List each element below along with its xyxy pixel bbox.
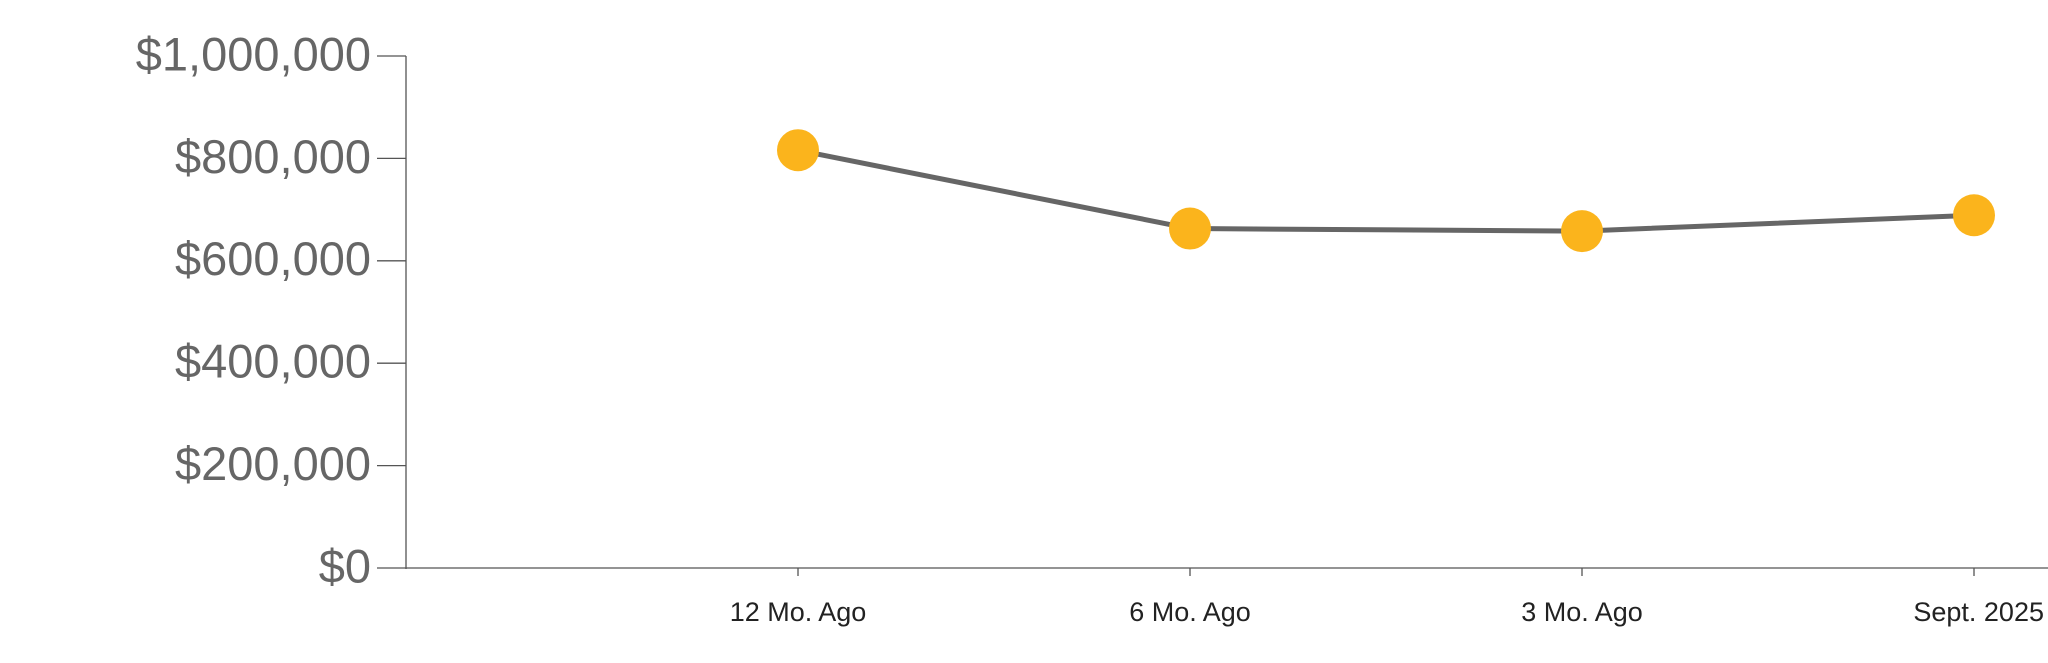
y-tick-label: $1,000,000 xyxy=(136,27,371,80)
x-tick-label: 6 Mo. Ago xyxy=(1129,597,1251,627)
x-tick-label: 3 Mo. Ago xyxy=(1521,597,1643,627)
marker xyxy=(1953,194,1995,237)
y-tick-label: $200,000 xyxy=(175,437,371,490)
marker xyxy=(1561,210,1603,253)
marker xyxy=(777,129,819,172)
y-tick-label: $800,000 xyxy=(175,130,371,183)
y-tick-label: $0 xyxy=(319,539,371,592)
x-tick-label: Sept. 2025 xyxy=(1913,597,2044,627)
line xyxy=(797,147,1975,234)
marker xyxy=(1169,207,1211,250)
y-tick-label: $600,000 xyxy=(175,232,371,285)
y-tick-label: $400,000 xyxy=(175,335,371,388)
x-tick-label: 12 Mo. Ago xyxy=(730,597,867,627)
